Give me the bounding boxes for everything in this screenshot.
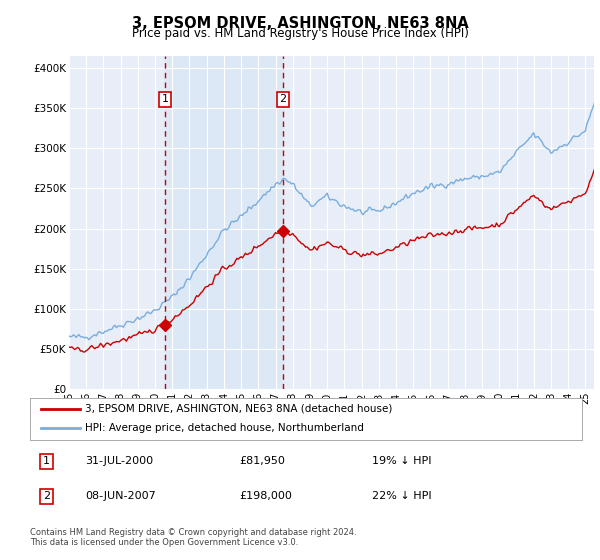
Text: 22% ↓ HPI: 22% ↓ HPI [372, 491, 432, 501]
Text: HPI: Average price, detached house, Northumberland: HPI: Average price, detached house, Nort… [85, 423, 364, 433]
Text: 3, EPSOM DRIVE, ASHINGTON, NE63 8NA (detached house): 3, EPSOM DRIVE, ASHINGTON, NE63 8NA (det… [85, 404, 392, 414]
Bar [165, 56, 283, 389]
Text: 3, EPSOM DRIVE, ASHINGTON, NE63 8NA: 3, EPSOM DRIVE, ASHINGTON, NE63 8NA [131, 16, 469, 31]
Text: £198,000: £198,000 [240, 491, 293, 501]
Text: Price paid vs. HM Land Registry's House Price Index (HPI): Price paid vs. HM Land Registry's House … [131, 27, 469, 40]
Text: 1: 1 [43, 456, 50, 466]
Text: 2: 2 [280, 94, 287, 104]
Text: 08-JUN-2007: 08-JUN-2007 [85, 491, 156, 501]
Text: £81,950: £81,950 [240, 456, 286, 466]
Text: 2: 2 [43, 491, 50, 501]
Text: Contains HM Land Registry data © Crown copyright and database right 2024.
This d: Contains HM Land Registry data © Crown c… [30, 528, 356, 547]
Text: 31-JUL-2000: 31-JUL-2000 [85, 456, 154, 466]
Text: 19% ↓ HPI: 19% ↓ HPI [372, 456, 432, 466]
Text: 1: 1 [161, 94, 169, 104]
